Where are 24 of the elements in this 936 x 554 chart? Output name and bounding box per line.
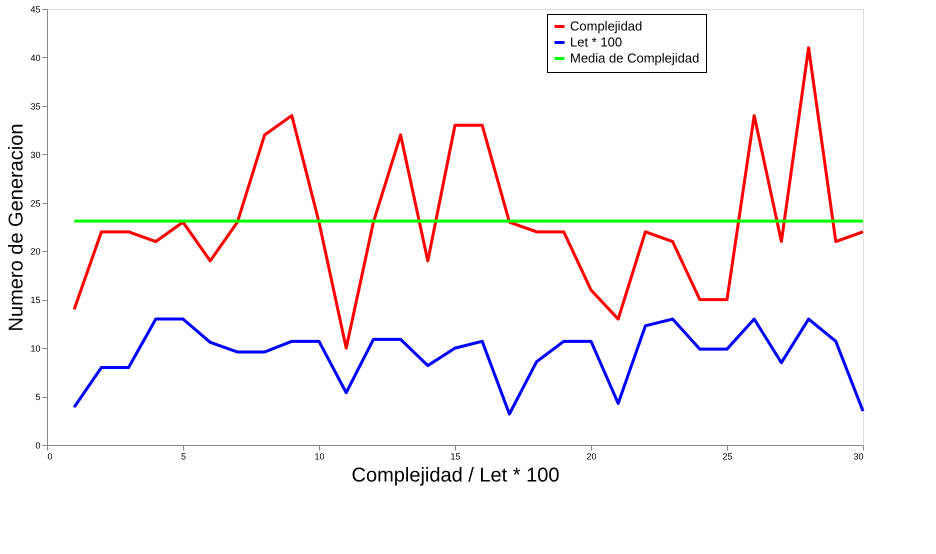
y-tick-label: 15 <box>30 295 40 306</box>
y-axis-title: Numero de Generacion <box>5 124 28 332</box>
x-tick-label: 5 <box>180 452 186 462</box>
y-tick-label: 40 <box>30 52 40 63</box>
y-tick-label: 35 <box>30 101 40 112</box>
x-axis-title: Complejidad / Let * 100 <box>352 464 560 486</box>
line-series <box>72 318 864 416</box>
legend-label: Let * 100 <box>570 34 622 50</box>
x-tick-label: 10 <box>314 452 325 462</box>
y-tick-label: 10 <box>30 344 40 354</box>
y-tick-label: 0 <box>35 440 40 450</box>
x-tick-label: 15 <box>450 452 461 462</box>
x-tick-label: 25 <box>722 452 733 462</box>
y-tick-label: 30 <box>30 150 40 160</box>
y-tick-label: 25 <box>30 198 40 208</box>
y-tick-label: 45 <box>30 4 40 14</box>
y-tick-label: 20 <box>30 246 40 257</box>
legend-label: Complejidad <box>570 18 642 34</box>
legend-label: Media de Complejidad <box>570 50 700 66</box>
x-tick-label: 30 <box>853 452 864 462</box>
line-series <box>72 46 864 350</box>
y-tick-label: 5 <box>35 392 40 402</box>
x-tick-label: 20 <box>586 452 597 462</box>
x-tick-label: 0 <box>48 452 53 462</box>
